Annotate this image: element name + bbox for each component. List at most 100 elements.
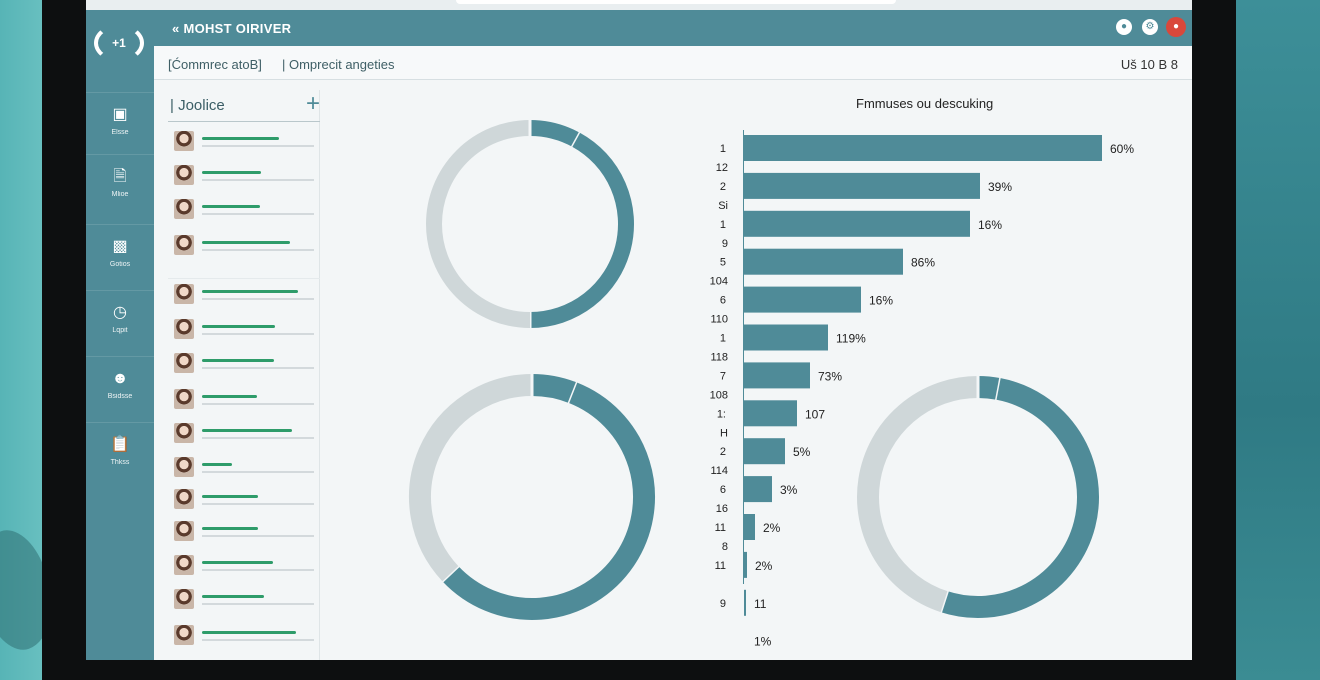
bar-12 (744, 551, 747, 578)
sidebar-item-2[interactable]: 🗎 Mlioe (86, 154, 154, 216)
sidebar-item-label: Thkss (110, 459, 130, 466)
record-icon[interactable]: ● (1116, 19, 1132, 35)
avatar (174, 389, 194, 409)
bar-value-label: 86% (911, 256, 935, 270)
list-item-track (202, 569, 314, 571)
bar-value-label: 3% (780, 483, 798, 497)
list-item[interactable] (168, 126, 320, 156)
list-item[interactable] (168, 584, 320, 614)
bar-value-label: 60% (1110, 142, 1134, 156)
list-item[interactable] (168, 620, 320, 650)
donut-3-slice-3 (857, 376, 979, 613)
bar-3 (744, 210, 970, 237)
add-button[interactable]: + (305, 90, 320, 117)
list-item-progress (202, 561, 273, 564)
list-item-progress (202, 137, 280, 140)
list-title: | Joolice (170, 97, 225, 114)
bar-subtick-label: 8 (722, 541, 728, 553)
bar-tick-label: 7 (720, 370, 726, 382)
avatar (174, 457, 194, 477)
avatar (174, 521, 194, 541)
list-item-progress (202, 290, 299, 293)
charts-canvas: 11260%2Si39%1916%510486%611016%1118119%7… (409, 119, 1134, 649)
bar-6 (744, 324, 828, 351)
bar-value-label: 16% (978, 218, 1002, 232)
list-item-progress (202, 395, 257, 398)
avatar (174, 284, 194, 304)
donut-2-slice-3 (409, 374, 533, 582)
sidebar-item-label: Gotios (109, 261, 131, 268)
avatar (174, 199, 194, 219)
bar-value-label: 119% (836, 332, 866, 346)
sidebar-item-3[interactable]: ▩ Gotios (86, 224, 154, 286)
avatar (174, 165, 194, 185)
donut-1-slice-1 (529, 120, 581, 148)
bar-10 (744, 476, 772, 503)
list-item[interactable] (168, 516, 320, 546)
avatar (174, 555, 194, 575)
document-icon: 🗎 (113, 168, 127, 185)
list-item-progress (202, 429, 292, 432)
folder-icon: ▣ (112, 106, 128, 123)
list-item[interactable] (168, 160, 320, 190)
list-item[interactable] (168, 348, 320, 378)
address-bar[interactable] (456, 0, 896, 4)
bar-value-label: 2% (763, 521, 781, 535)
bar-subtick-label: 16 (716, 503, 728, 515)
list-item-track (202, 471, 314, 473)
breadcrumb-item[interactable]: [Ćommrec atoB] (168, 57, 262, 72)
list-item[interactable] (168, 230, 320, 260)
list-item[interactable] (168, 418, 320, 448)
sidebar-item-6[interactable]: 📋 Thkss (86, 422, 154, 484)
avatar (174, 625, 194, 645)
bar-subtick-label: 108 (710, 389, 728, 401)
breadcrumb-item[interactable]: | Omprecit angeties (282, 57, 395, 72)
donut-3-slice-2 (940, 378, 1099, 618)
sidebar-item-label: Elsse (111, 129, 129, 136)
donut-2-slice-2 (442, 382, 655, 620)
browser-top-strip (86, 0, 1192, 10)
avatar (174, 589, 194, 609)
list-item[interactable] (168, 484, 320, 514)
list-item[interactable] (168, 278, 320, 308)
list-item-track (202, 213, 314, 215)
list-item-track (202, 403, 314, 405)
bar-4 (744, 248, 903, 275)
list-item[interactable] (168, 452, 320, 482)
list-item[interactable] (168, 314, 320, 344)
bar-tick-label: 5 (720, 257, 726, 269)
list-item-track (202, 333, 314, 335)
list-item[interactable] (168, 550, 320, 580)
bar-value-label: 73% (818, 369, 842, 383)
avatar (174, 489, 194, 509)
bar-value-label: 5% (793, 445, 811, 459)
app-logo[interactable]: +1 (94, 24, 144, 62)
avatar (174, 353, 194, 373)
bar-subtick-label: H (720, 427, 728, 439)
image-icon: ▩ (112, 238, 128, 255)
avatar (174, 131, 194, 151)
sidebar-item-5[interactable]: ☻ Bsidsse (86, 356, 154, 418)
settings-icon[interactable]: ⚙ (1142, 19, 1158, 35)
bar-subtick-label: 9 (722, 238, 728, 250)
bar-tick-label: 1: (717, 408, 726, 420)
bar-8 (744, 400, 797, 427)
bar-subtick-label: 110 (710, 314, 728, 326)
sidebar-item-4[interactable]: ◷ Lqpit (86, 290, 154, 352)
list-item-track (202, 535, 314, 537)
avatar (174, 235, 194, 255)
bar-7 (744, 362, 810, 389)
sidebar-item-1[interactable]: ▣ Elsse (86, 92, 154, 154)
list-item[interactable] (168, 384, 320, 414)
list-item-progress (202, 463, 233, 466)
list-item[interactable] (168, 194, 320, 224)
donut-1-slice-2 (529, 132, 634, 328)
list-item-track (202, 298, 314, 300)
toolbar: [Ćommrec atoB] | Omprecit angeties Uš 10… (154, 46, 1192, 80)
alert-icon[interactable]: ● (1166, 17, 1186, 37)
bar-tick-label: 2 (720, 181, 726, 193)
avatar (174, 319, 194, 339)
bar-2 (744, 172, 980, 199)
bar-value-label: 39% (988, 180, 1012, 194)
bar-subtick-label: 118 (710, 352, 728, 364)
